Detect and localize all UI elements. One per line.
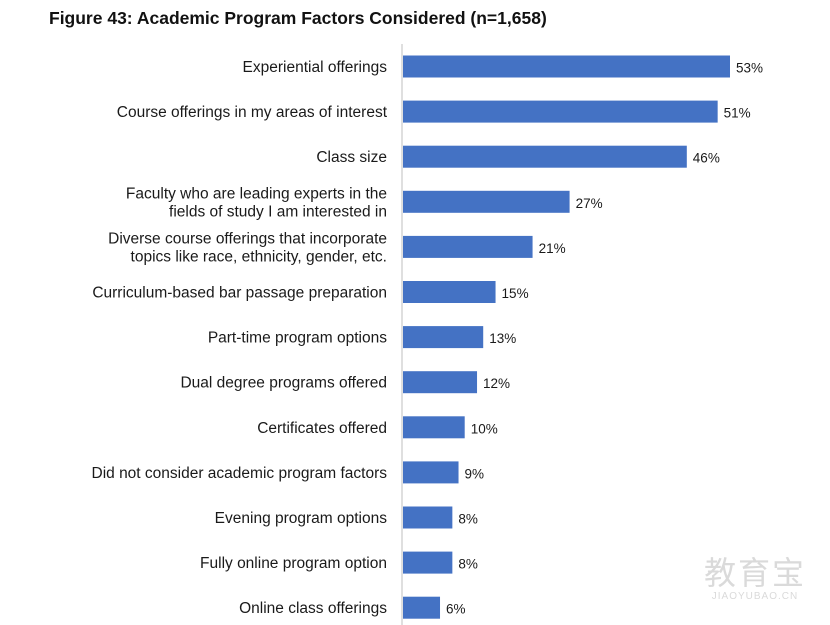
category-label: Certificates offered <box>257 420 387 437</box>
category-label: Diverse course offerings that incorporat… <box>108 230 387 265</box>
bar <box>403 281 496 303</box>
bar <box>403 55 730 78</box>
category-label: Did not consider academic program factor… <box>92 465 388 482</box>
bar <box>403 596 441 619</box>
data-label: 21% <box>539 241 566 256</box>
data-label: 12% <box>483 376 510 391</box>
bar <box>403 190 570 213</box>
data-label: 15% <box>502 286 529 301</box>
bar <box>403 506 453 529</box>
bar <box>403 551 453 574</box>
data-label: 9% <box>465 466 485 481</box>
data-label: 51% <box>724 106 751 121</box>
category-label: Class size <box>316 149 387 166</box>
category-label: Online class offerings <box>239 600 387 617</box>
data-label: 10% <box>471 421 498 436</box>
bar <box>403 416 465 439</box>
data-label: 8% <box>458 557 478 572</box>
category-label: Curriculum-based bar passage preparation <box>92 285 387 302</box>
bar <box>403 461 459 484</box>
data-label: 46% <box>693 151 720 166</box>
chart-title: Figure 43: Academic Program Factors Cons… <box>49 8 547 28</box>
category-label: Part-time program options <box>208 330 387 347</box>
watermark-logo: 教育宝 JIAOYUBAO.CN <box>702 555 808 602</box>
bar <box>403 100 718 123</box>
data-label: 53% <box>736 61 763 76</box>
bar <box>403 145 687 168</box>
data-label: 6% <box>446 602 466 617</box>
category-label: Course offerings in my areas of interest <box>117 104 388 121</box>
category-label: Dual degree programs offered <box>180 375 387 392</box>
bar <box>403 326 484 349</box>
data-label: 13% <box>489 331 516 346</box>
watermark-cn-text: 教育宝 <box>703 554 806 592</box>
watermark-en-text: JIAOYUBAO.CN <box>711 591 799 602</box>
data-label: 8% <box>458 512 478 527</box>
category-label: Fully online program option <box>200 555 387 572</box>
category-label: Faculty who are leading experts in the fi… <box>126 185 387 220</box>
bar <box>403 235 533 258</box>
category-label: Evening program options <box>215 510 388 527</box>
category-label: Experiential offerings <box>243 59 388 76</box>
data-label: 27% <box>576 196 603 211</box>
bar <box>403 371 478 394</box>
